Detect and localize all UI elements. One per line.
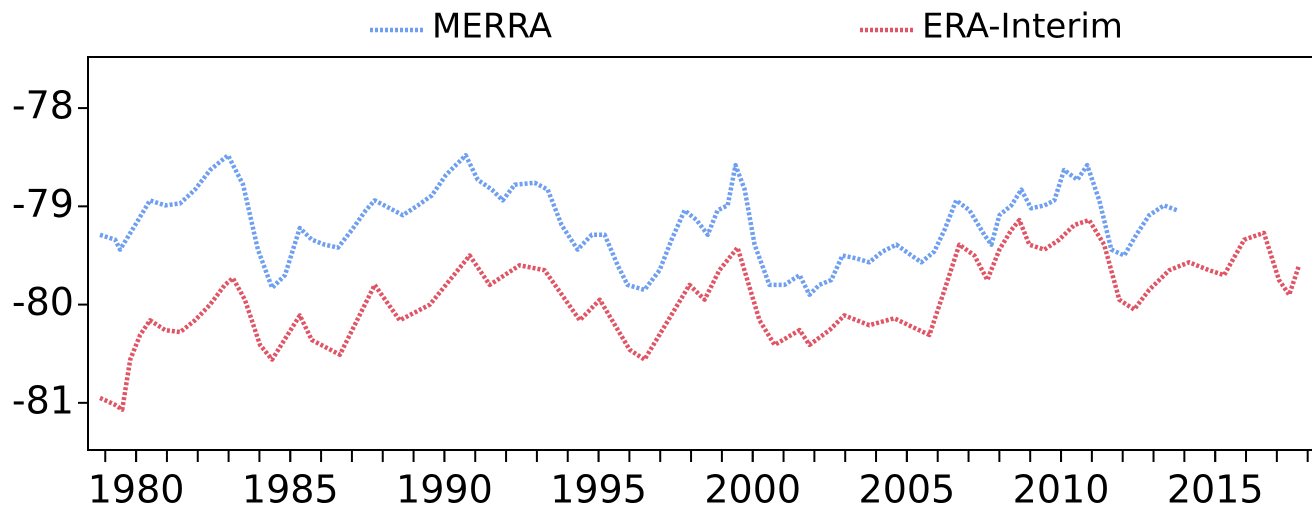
x-tick-label: 2000 [704, 468, 801, 510]
y-tick-label: -81 [12, 378, 74, 422]
y-tick-label: -78 [12, 84, 74, 128]
legend-label: MERRA [432, 7, 552, 47]
x-tick-label: 2010 [1013, 468, 1110, 510]
x-tick-label: 2015 [1167, 468, 1264, 510]
plot-frame [87, 56, 1312, 451]
series-line [99, 217, 1302, 412]
x-tick-label: 2005 [859, 468, 956, 510]
x-tick-label: 1995 [550, 468, 647, 510]
series-line [99, 153, 1178, 298]
x-tick-label: 1985 [242, 468, 339, 510]
y-tick-label: -80 [12, 280, 74, 324]
y-tick-label: -79 [12, 182, 74, 226]
x-tick-label: 1980 [88, 468, 185, 510]
legend-label: ERA-Interim [922, 7, 1123, 47]
x-tick-label: 1990 [396, 468, 493, 510]
